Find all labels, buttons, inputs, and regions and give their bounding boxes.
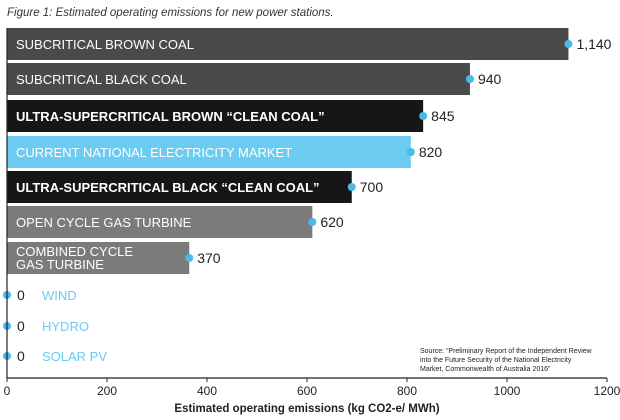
category-label: SUBCRITICAL BLACK COAL [16,72,187,87]
value-marker [347,183,356,191]
bar [7,206,313,238]
bar-group: 370 COMBINED CYCLE GAS TURBINE [7,242,221,274]
source-line: into the Future Security of the National… [420,357,572,364]
bar-group: 940 SUBCRITICAL BLACK COAL [7,63,502,95]
bar [7,171,352,203]
x-tick-label: 400 [197,384,217,398]
value-label: 0 [17,287,25,303]
value-label: 700 [360,179,384,195]
value-marker [406,148,415,156]
category-label: HYDRO [42,319,89,334]
bar-group: 1,140 SUBCRITICAL BROWN COAL [7,28,612,60]
bar [7,28,569,60]
bar-group: 700 ULTRA-SUPERCRITICAL BLACK “CLEAN COAL… [7,171,383,203]
value-label: 370 [197,250,221,266]
value-label: 820 [419,144,443,160]
chart-title: Figure 1: Estimated operating emissions … [7,7,334,19]
value-marker [185,254,194,262]
source-line: Market, Commonwealth of Australia 2016” [420,366,551,373]
x-tick-label: 200 [97,384,117,398]
source-note: Source: “Preliminary Report of the Indep… [420,348,593,373]
value-label: 845 [431,108,455,124]
value-label: 0 [17,318,25,334]
x-axis-label: Estimated operating emissions (kg CO2-e/… [174,403,439,415]
category-label: OPEN CYCLE GAS TURBINE [16,215,192,230]
category-label: WIND [42,288,77,303]
bar [7,63,470,95]
category-label: ULTRA-SUPERCRITICAL BROWN “CLEAN COAL” [16,109,325,124]
value-marker [419,112,428,120]
bar-group: 620 OPEN CYCLE GAS TURBINE [7,206,344,238]
bar [7,242,190,274]
x-tick-label: 800 [397,384,417,398]
x-tick-label: 1200 [594,384,620,398]
bar-group: 0 HYDRO [3,318,89,334]
bar-group: 845 ULTRA-SUPERCRITICAL BROWN “CLEAN COAL… [7,100,455,132]
bar-group: 0 WIND [3,287,77,303]
bar-group: 0 SOLAR PV [3,348,107,364]
category-label: SUBCRITICAL BROWN COAL [16,37,194,52]
value-label: 1,140 [576,36,611,52]
x-tick-label: 0 [4,384,11,398]
category-label: ULTRA-SUPERCRITICAL BLACK “CLEAN COAL” [16,180,320,195]
category-label: SOLAR PV [42,349,107,364]
category-label: CURRENT NATIONAL ELECTRICITY MARKET [16,145,292,160]
bar-group: 820 CURRENT NATIONAL ELECTRICITY MARKET [7,136,442,168]
source-line: Source: “Preliminary Report of the Indep… [420,348,593,355]
value-marker [564,40,573,48]
value-marker [465,75,474,83]
value-label: 940 [478,71,502,87]
bar [7,136,411,168]
value-label: 620 [320,214,344,230]
value-marker [308,218,317,226]
x-tick-label: 1000 [494,384,521,398]
bar [7,100,424,132]
x-tick-label: 600 [297,384,317,398]
category-label: COMBINED CYCLE GAS TURBINE [16,244,133,272]
value-label: 0 [17,348,25,364]
